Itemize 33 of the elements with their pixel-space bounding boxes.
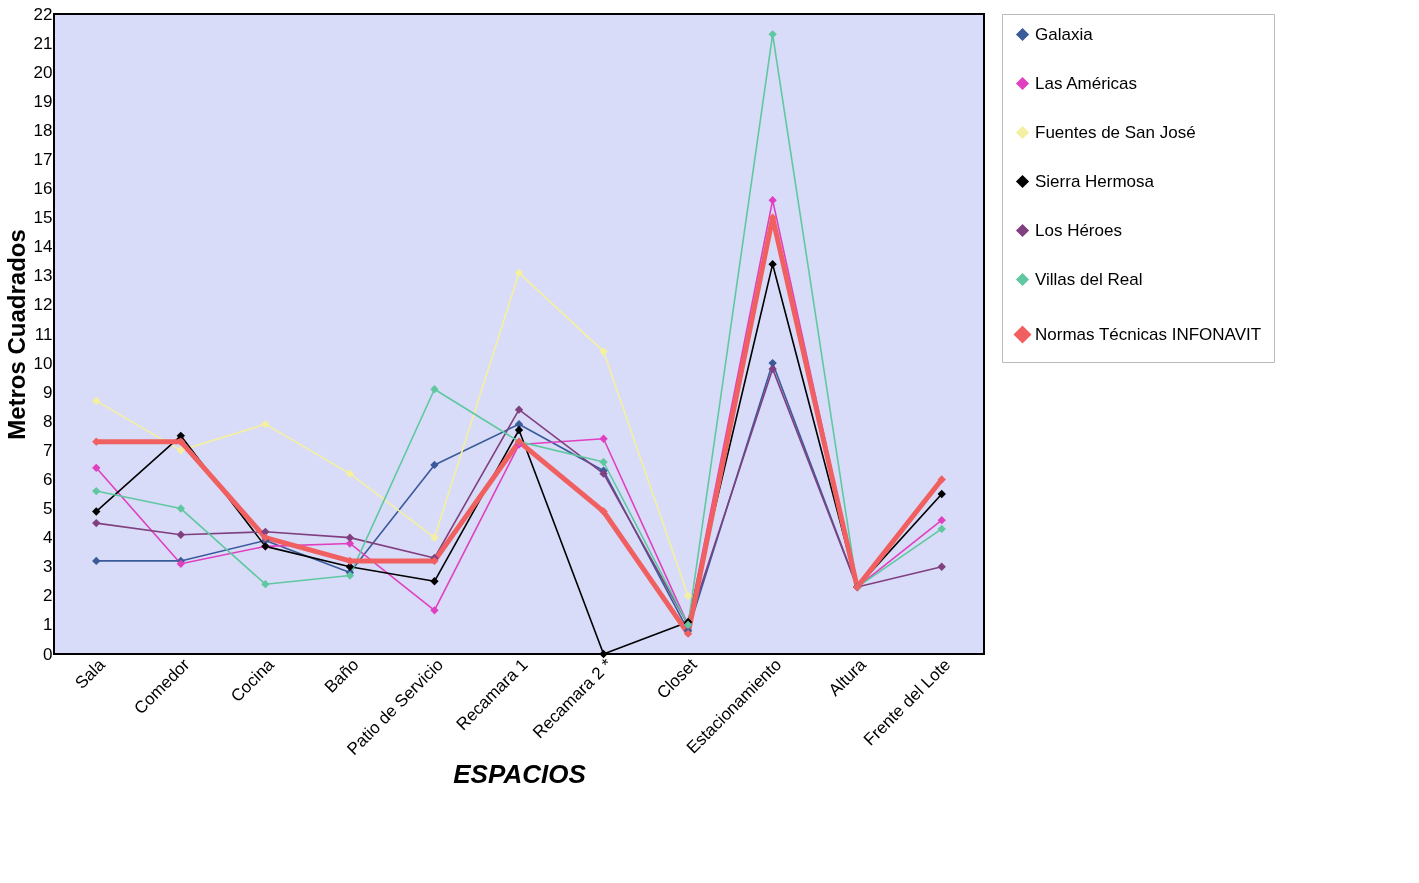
y-tick-label: 21 <box>33 33 53 53</box>
y-tick-label: 12 <box>33 295 53 315</box>
y-tick-label: 5 <box>43 499 53 519</box>
y-tick-label: 22 <box>33 4 53 24</box>
y-tick-label: 11 <box>34 324 53 344</box>
y-axis-title: Metros Cuadrados <box>2 229 30 440</box>
y-tick-label: 18 <box>33 120 53 140</box>
y-tick-label: 6 <box>43 469 53 489</box>
x-axis-title: ESPACIOS <box>453 759 587 790</box>
y-tick-label: 17 <box>33 149 53 169</box>
y-tick-label: 8 <box>43 411 53 431</box>
y-tick-label: 16 <box>33 179 53 199</box>
legend-label: Normas Técnicas INFONAVIT <box>1035 324 1262 344</box>
y-tick-label: 4 <box>43 528 53 548</box>
y-tick-label: 0 <box>43 644 53 664</box>
y-tick-label: 10 <box>33 353 53 373</box>
legend-label: Los Héroes <box>1035 220 1122 240</box>
y-tick-label: 15 <box>33 208 53 228</box>
legend-label: Galaxia <box>1035 24 1094 44</box>
y-tick-label: 9 <box>43 382 53 402</box>
y-tick-label: 3 <box>43 557 53 577</box>
y-tick-label: 7 <box>43 440 53 460</box>
y-tick-label: 19 <box>33 91 53 111</box>
legend-label: Fuentes de San José <box>1035 122 1196 142</box>
y-tick-label: 14 <box>33 237 53 257</box>
y-tick-label: 2 <box>43 586 53 606</box>
legend-label: Villas del Real <box>1035 269 1143 289</box>
y-tick-label: 20 <box>33 62 53 82</box>
y-tick-label: 13 <box>33 266 53 286</box>
y-tick-label: 1 <box>43 615 53 635</box>
legend-label: Sierra Hermosa <box>1035 171 1155 191</box>
legend-label: Las Américas <box>1035 73 1138 93</box>
x-tick-label: Sala <box>71 654 110 693</box>
